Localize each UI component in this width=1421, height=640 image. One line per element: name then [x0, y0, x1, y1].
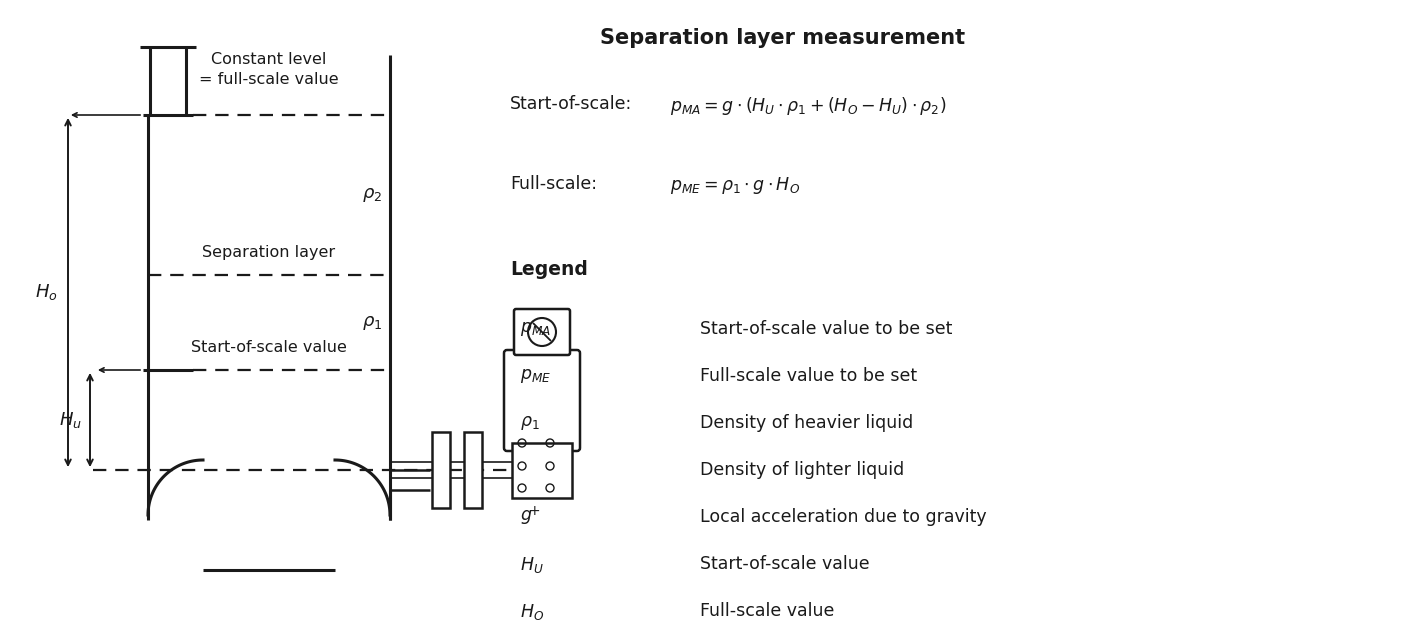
Text: Full-scale value: Full-scale value: [701, 602, 834, 620]
Text: $p_{MA} = g \cdot (H_U \cdot \rho_1 + (H_O - H_U) \cdot \rho_2)$: $p_{MA} = g \cdot (H_U \cdot \rho_1 + (H…: [669, 95, 946, 117]
Text: Separation layer: Separation layer: [202, 246, 335, 260]
Text: $\rho_2$: $\rho_2$: [362, 186, 382, 204]
Text: $H_O$: $H_O$: [520, 602, 544, 622]
Bar: [432, 432, 450, 508]
Text: +: +: [529, 504, 540, 518]
Text: $p_{ME}$: $p_{ME}$: [520, 367, 551, 385]
Text: $\rho_1$: $\rho_1$: [362, 314, 382, 332]
FancyBboxPatch shape: [514, 309, 570, 355]
Text: $g$: $g$: [520, 508, 533, 526]
Text: Start-of-scale:: Start-of-scale:: [510, 95, 632, 113]
Bar: [512, 443, 573, 498]
Text: $H_u$: $H_u$: [58, 410, 81, 430]
Text: Local acceleration due to gravity: Local acceleration due to gravity: [701, 508, 986, 526]
Text: Start-of-scale value: Start-of-scale value: [190, 340, 347, 355]
Text: $H_U$: $H_U$: [520, 555, 544, 575]
Text: $p_{MA}$: $p_{MA}$: [520, 320, 551, 338]
FancyBboxPatch shape: [504, 350, 580, 451]
Text: Full-scale:: Full-scale:: [510, 175, 597, 193]
Text: Full-scale value to be set: Full-scale value to be set: [701, 367, 917, 385]
Text: $\rho_2$: $\rho_2$: [520, 461, 540, 479]
Text: Density of lighter liquid: Density of lighter liquid: [701, 461, 904, 479]
Text: = full-scale value: = full-scale value: [199, 72, 338, 88]
Text: Constant level: Constant level: [212, 52, 327, 67]
Text: Start-of-scale value: Start-of-scale value: [701, 555, 870, 573]
Text: Separation layer measurement: Separation layer measurement: [600, 28, 965, 48]
Bar: [465, 432, 482, 508]
Text: Density of heavier liquid: Density of heavier liquid: [701, 414, 914, 432]
Text: $\rho_1$: $\rho_1$: [520, 414, 540, 432]
Text: $p_{ME} = \rho_1 \cdot g \cdot H_O$: $p_{ME} = \rho_1 \cdot g \cdot H_O$: [669, 175, 800, 196]
Text: Start-of-scale value to be set: Start-of-scale value to be set: [701, 320, 952, 338]
Text: Legend: Legend: [510, 260, 588, 279]
Text: $H_o$: $H_o$: [34, 282, 57, 303]
